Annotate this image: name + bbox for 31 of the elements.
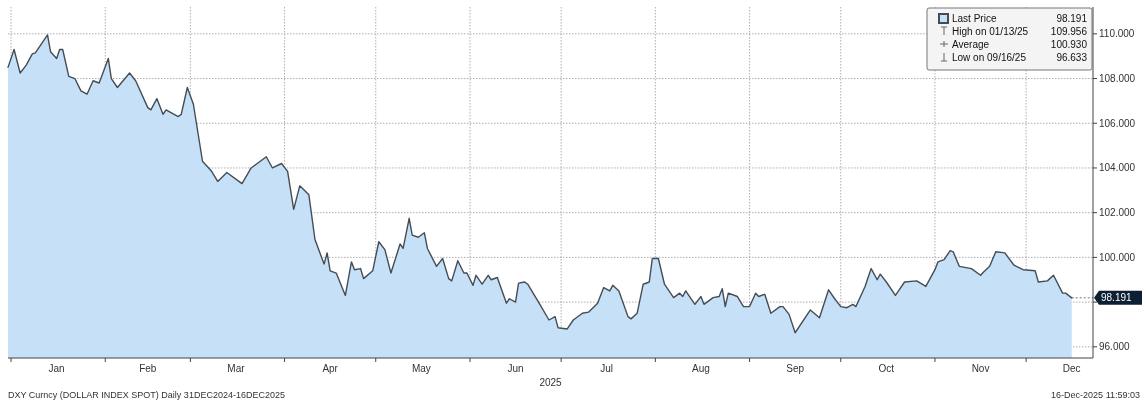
x-tick-label: Apr — [322, 363, 339, 374]
x-tick-label: Jan — [48, 363, 65, 374]
annotation: 98.191 — [1101, 292, 1133, 304]
y-tick-label: 102.000 — [1099, 207, 1136, 219]
y-tick-label: 100.000 — [1099, 251, 1136, 263]
annotation: Low on 09/16/25 — [952, 52, 1027, 63]
x-axis-title: 2025 — [539, 377, 563, 388]
text: 16-Dec-2025 11:59:03 — [1051, 390, 1140, 400]
annotation: High on 01/13/25 — [952, 26, 1029, 37]
y-tick-label: 110.000 — [1099, 28, 1135, 40]
annotation: 98.191 — [1056, 13, 1088, 24]
x-tick-label: Dec — [1062, 363, 1081, 374]
annotation: 100.930 — [1050, 39, 1088, 50]
legend-label: Last Price — [952, 13, 997, 24]
y-tick-label: 96.000 — [1099, 341, 1131, 353]
x-tick-label: Oct — [878, 363, 895, 374]
y-tick-label: 106.000 — [1099, 117, 1136, 129]
x-tick-label: Nov — [971, 363, 990, 374]
annotation: Average — [952, 39, 990, 50]
x-tick-label: Feb — [139, 363, 157, 374]
x-tick-label: Jun — [507, 363, 524, 374]
x-tick-label: Sep — [786, 363, 805, 374]
y-tick-label: 104.000 — [1099, 162, 1136, 174]
annotation: 96.633 — [1056, 52, 1088, 63]
y-tick-label: 108.000 — [1099, 73, 1136, 85]
annotation: 109.956 — [1050, 26, 1088, 37]
x-tick-label: Mar — [227, 363, 246, 374]
x-tick-label: Jul — [600, 363, 614, 374]
text: DXY Curncy (DOLLAR INDEX SPOT) Daily 31DEC2024-16DEC2025 — [8, 390, 285, 400]
x-tick-label: May — [411, 363, 431, 374]
x-tick-label: Aug — [692, 363, 710, 374]
